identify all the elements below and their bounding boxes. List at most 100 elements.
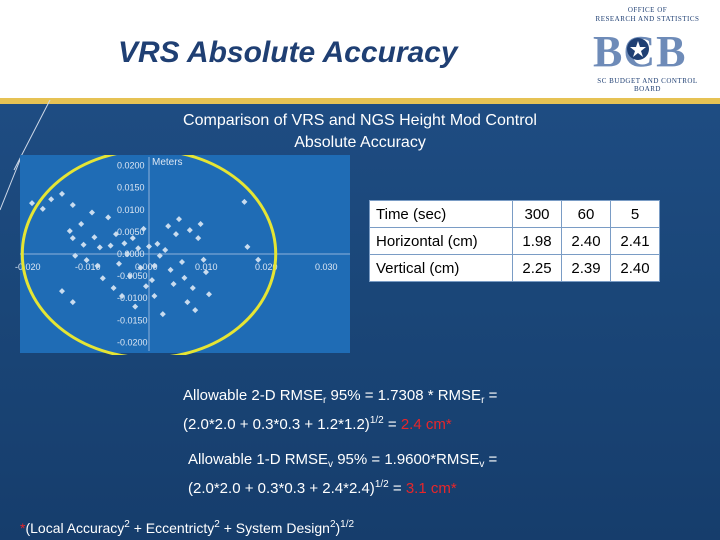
header-accent-bar xyxy=(0,98,720,104)
footnote-sup: 2 xyxy=(329,519,336,530)
table-row-label: Vertical (cm) xyxy=(369,254,513,282)
data-point xyxy=(176,216,182,223)
data-point xyxy=(59,288,65,295)
data-point xyxy=(80,241,87,248)
data-point xyxy=(48,196,55,203)
formula-2d: Allowable 2-D RMSEr 95% = 1.7308 * RMSEr… xyxy=(183,386,603,435)
formula-2d-sup: 1/2 xyxy=(369,415,384,426)
chart-title-line1: Comparison of VRS and NGS Height Mod Con… xyxy=(183,112,537,129)
table-row-label: Horizontal (cm) xyxy=(369,227,513,255)
data-point xyxy=(69,235,76,242)
data-point xyxy=(83,257,90,264)
data-point xyxy=(206,291,212,298)
data-point xyxy=(173,231,179,238)
formula-1d: Allowable 1-D RMSEv 95% = 1.9600*RMSEv =… xyxy=(188,450,608,499)
data-point xyxy=(29,200,35,207)
data-point xyxy=(69,299,76,306)
data-point xyxy=(132,303,139,310)
data-point xyxy=(129,235,136,242)
data-point xyxy=(124,251,131,257)
data-point xyxy=(195,235,202,242)
formula-2d-expr: (2.0*2.0 + 0.3*0.3 + 1.2*1.2) xyxy=(183,416,370,433)
table-cell: 2.41 xyxy=(610,227,660,255)
formula-1d-sup: 1/2 xyxy=(374,479,389,490)
data-point xyxy=(121,240,128,247)
formula-2d-text: 95% = 1.7308 * RMSE xyxy=(326,387,482,404)
data-point xyxy=(119,292,125,299)
table-cell: 2.40 xyxy=(561,227,611,255)
y-tick-label: 0.0150 xyxy=(117,183,145,193)
x-tick-label: 0.000 xyxy=(135,262,158,272)
table-row: Vertical (cm) 2.25 2.39 2.40 xyxy=(369,254,660,282)
data-point xyxy=(126,273,133,280)
formula-2d-text: = xyxy=(484,387,498,404)
formula-1d-text: 95% = 1.9600*RMSE xyxy=(333,451,480,468)
data-point xyxy=(94,262,101,269)
data-point xyxy=(113,231,119,238)
y-tick-label: -0.0200 xyxy=(117,337,148,347)
data-point xyxy=(159,311,166,318)
data-point xyxy=(107,242,114,249)
y-tick-label: -0.0150 xyxy=(117,315,148,325)
data-point xyxy=(189,285,196,292)
formula-1d-result: 3.1 cm* xyxy=(405,480,457,497)
footnote: *(Local Accuracy2 + Eccentricty2 + Syste… xyxy=(20,515,460,538)
formula-1d-eq: = xyxy=(388,480,406,497)
data-point xyxy=(181,274,188,281)
data-point xyxy=(151,292,158,299)
logo-line1: OFFICE OF xyxy=(627,6,668,14)
data-point xyxy=(140,225,147,232)
scatter-chart: -0.020 -0.010 0.000 0.010 0.020 0.030 0.0200 0.… xyxy=(15,155,350,355)
data-point xyxy=(154,240,161,247)
accuracy-table: Time (sec) 300 60 5 Horizontal (cm) 1.98 2.40 2… xyxy=(369,200,660,282)
footnote-sup: 1/2 xyxy=(340,519,355,530)
footnote-star: * xyxy=(20,520,26,536)
data-point xyxy=(91,234,98,241)
chart-title: Comparison of VRS and NGS Height Mod Con… xyxy=(140,110,580,154)
data-point xyxy=(241,198,248,205)
data-point xyxy=(167,266,174,273)
x-tick-label: 0.030 xyxy=(315,262,338,272)
data-point xyxy=(143,283,149,290)
data-point xyxy=(66,228,73,235)
y-tick-label: -0.0100 xyxy=(117,293,148,303)
formula-2d-eq: = xyxy=(383,416,401,433)
formula-1d-sub: v xyxy=(479,459,485,470)
data-point xyxy=(135,245,142,252)
y-tick-label: 0.0200 xyxy=(117,161,145,171)
data-point xyxy=(203,269,209,276)
table-cell: 2.40 xyxy=(610,254,660,282)
table-cell: 1.98 xyxy=(512,227,562,255)
header: VRS Absolute Accuracy OFFICE OF RESEARCH… xyxy=(0,0,720,98)
table-cell: 2.39 xyxy=(561,254,611,282)
data-point xyxy=(151,262,158,269)
data-point xyxy=(186,227,193,234)
y-tick-label: 0.0050 xyxy=(117,227,145,237)
data-point xyxy=(149,277,155,284)
footnote-text: + System Design xyxy=(219,520,330,536)
formula-1d-sub: v xyxy=(328,459,334,470)
table-cell: 60 xyxy=(561,200,611,228)
formula-2d-sub: r xyxy=(323,395,327,406)
table-row: Horizontal (cm) 1.98 2.40 2.41 xyxy=(369,227,660,255)
table-cell: 5 xyxy=(610,200,660,228)
data-point xyxy=(165,223,172,230)
y-tick-label: 0.0100 xyxy=(117,205,145,215)
y-tick-label: 0.0000 xyxy=(117,249,145,259)
logo-line2: RESEARCH AND STATISTICS xyxy=(595,15,700,23)
formula-1d-text: = xyxy=(484,451,498,468)
data-point xyxy=(244,243,251,250)
data-point xyxy=(96,244,103,251)
formula-2d-sub: r xyxy=(481,395,485,406)
table-cell: 300 xyxy=(512,200,562,228)
data-point xyxy=(39,205,46,212)
formula-2d-result: 2.4 cm* xyxy=(400,416,452,433)
logo-bottom: SC BUDGET AND CONTROL BOARD xyxy=(597,77,698,93)
chart-title-line2: Absolute Accuracy xyxy=(294,134,426,151)
data-point xyxy=(200,256,207,263)
data-point xyxy=(116,260,122,267)
data-point xyxy=(59,190,65,197)
x-tick-label: 0.010 xyxy=(195,262,218,272)
footnote-text: + Eccentricty xyxy=(129,520,215,536)
